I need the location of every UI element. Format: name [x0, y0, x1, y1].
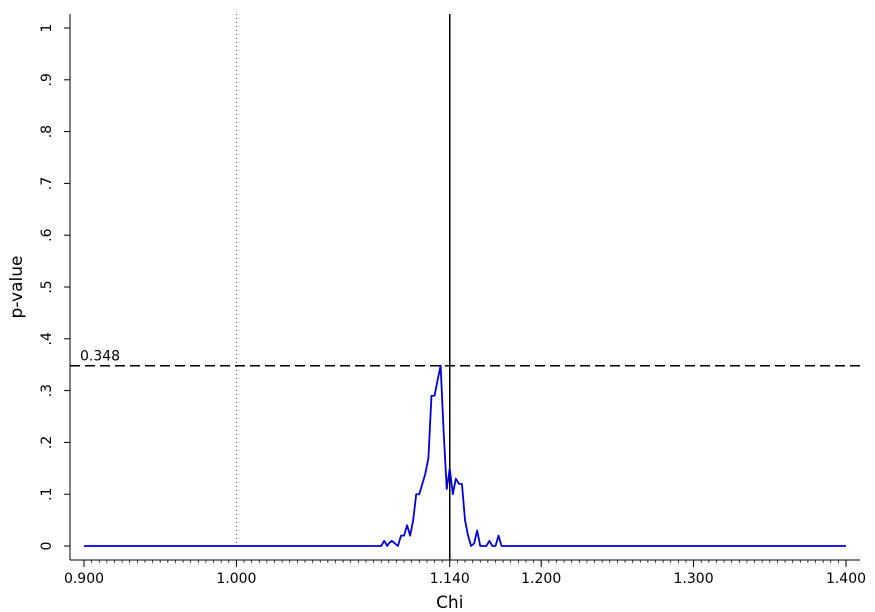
y-tick-label: .6 — [39, 228, 55, 241]
series-line-0 — [84, 364, 846, 547]
x-tick-label: 1.400 — [826, 571, 866, 587]
y-tick-label: .4 — [39, 332, 55, 345]
reference-lines — [70, 14, 860, 560]
x-tick-label: 1.200 — [521, 571, 561, 587]
max-p-value-label: 0.348 — [80, 349, 120, 365]
y-tick-label: .5 — [39, 280, 55, 293]
y-tick-label: 0 — [39, 542, 55, 551]
series-layer — [84, 364, 846, 547]
x-tick-label: 0.900 — [64, 571, 104, 587]
y-tick-label: .9 — [39, 73, 55, 86]
x-axis-title: Chi — [436, 593, 463, 612]
y-tick-label: .3 — [39, 384, 55, 397]
labels: 0 .1 .2 .3 .4 .5 .6 .7 .8 .9 1 0.900 1.000 1.140 1.200… — [7, 24, 866, 612]
y-tick-label: 1 — [39, 24, 55, 33]
y-tick-label: .7 — [39, 177, 55, 190]
y-tick-label: .1 — [39, 488, 55, 501]
x-tick-label: 1.000 — [216, 571, 256, 587]
x-tick-label: 1.140 — [430, 571, 470, 587]
y-tick-label: .2 — [39, 436, 55, 449]
x-tick-label: 1.300 — [674, 571, 714, 587]
y-axis-title: p-value — [7, 256, 27, 319]
axes — [64, 14, 860, 567]
y-tick-label: .8 — [39, 125, 55, 138]
